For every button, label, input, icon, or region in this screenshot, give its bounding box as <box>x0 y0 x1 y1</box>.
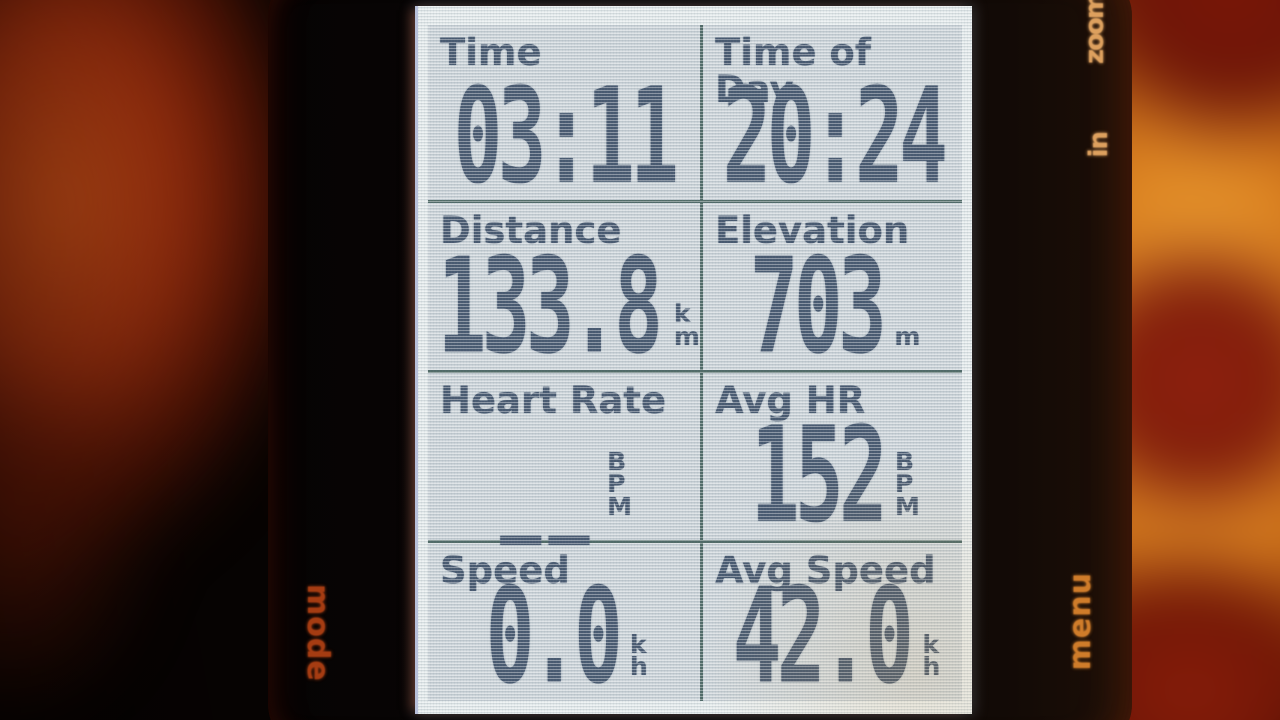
device-screen: Time 03:11 Time of Day 20:24 <box>415 6 972 714</box>
zoom-in-button-label: in <box>1084 132 1114 158</box>
field-value-time: 03:11 <box>453 58 679 213</box>
field-value-row: 20:24 <box>703 70 962 201</box>
mode-button[interactable]: mode <box>300 584 335 682</box>
zoom-button-label: zoom <box>1080 0 1110 64</box>
unit-m: m <box>894 321 921 351</box>
unit-kh: k h <box>630 629 648 682</box>
cell-elevation: Elevation 703 m <box>702 203 962 383</box>
cell-avg-speed: Avg Speed 42.0 k h <box>703 543 962 714</box>
unit-km: k m <box>673 299 700 351</box>
field-value-row: 42.0 k h <box>703 559 962 714</box>
mode-button-label: mode <box>300 584 335 682</box>
field-value-time-of-day: 20:24 <box>722 58 947 213</box>
data-fields-grid: Time 03:11 Time of Day 20:24 <box>428 25 962 714</box>
field-value-row: 03:11 <box>428 58 700 213</box>
cell-avg-hr: Avg HR 152 B P M <box>702 373 962 553</box>
field-value-heart-rate-missing: __ <box>500 429 597 546</box>
cell-speed: Speed 0.0 k h <box>428 543 703 714</box>
cell-heart-rate: Heart Rate __ B P M <box>428 373 703 544</box>
menu-button-label: menu <box>1063 572 1098 671</box>
field-value-row: 703 m <box>703 228 962 383</box>
unit-kh: k h <box>922 629 941 682</box>
field-value-row: __ B P M <box>428 419 700 540</box>
field-value-elevation: 703 <box>750 228 887 383</box>
cell-distance: Distance 133.8 k m <box>428 203 703 383</box>
cell-time: Time 03:11 <box>428 25 703 213</box>
field-value-row: 0.0 k h <box>428 559 700 714</box>
field-value-row: 152 B P M <box>703 398 962 553</box>
field-value-avg-speed: 42.0 <box>732 559 913 714</box>
menu-button[interactable]: menu <box>1063 572 1098 671</box>
zoom-in-button[interactable]: in <box>1084 132 1114 158</box>
zoom-button[interactable]: zoom <box>1080 0 1110 64</box>
field-value-row: 133.8 k m <box>428 228 700 383</box>
field-value-avg-hr: 152 <box>750 398 888 553</box>
unit-bpm: B P M <box>607 446 632 521</box>
field-value-distance: 133.8 <box>437 228 663 383</box>
cell-time-of-day: Time of Day 20:24 <box>702 25 962 204</box>
field-value-speed: 0.0 <box>485 559 623 714</box>
unit-bpm: B P M <box>895 446 920 521</box>
